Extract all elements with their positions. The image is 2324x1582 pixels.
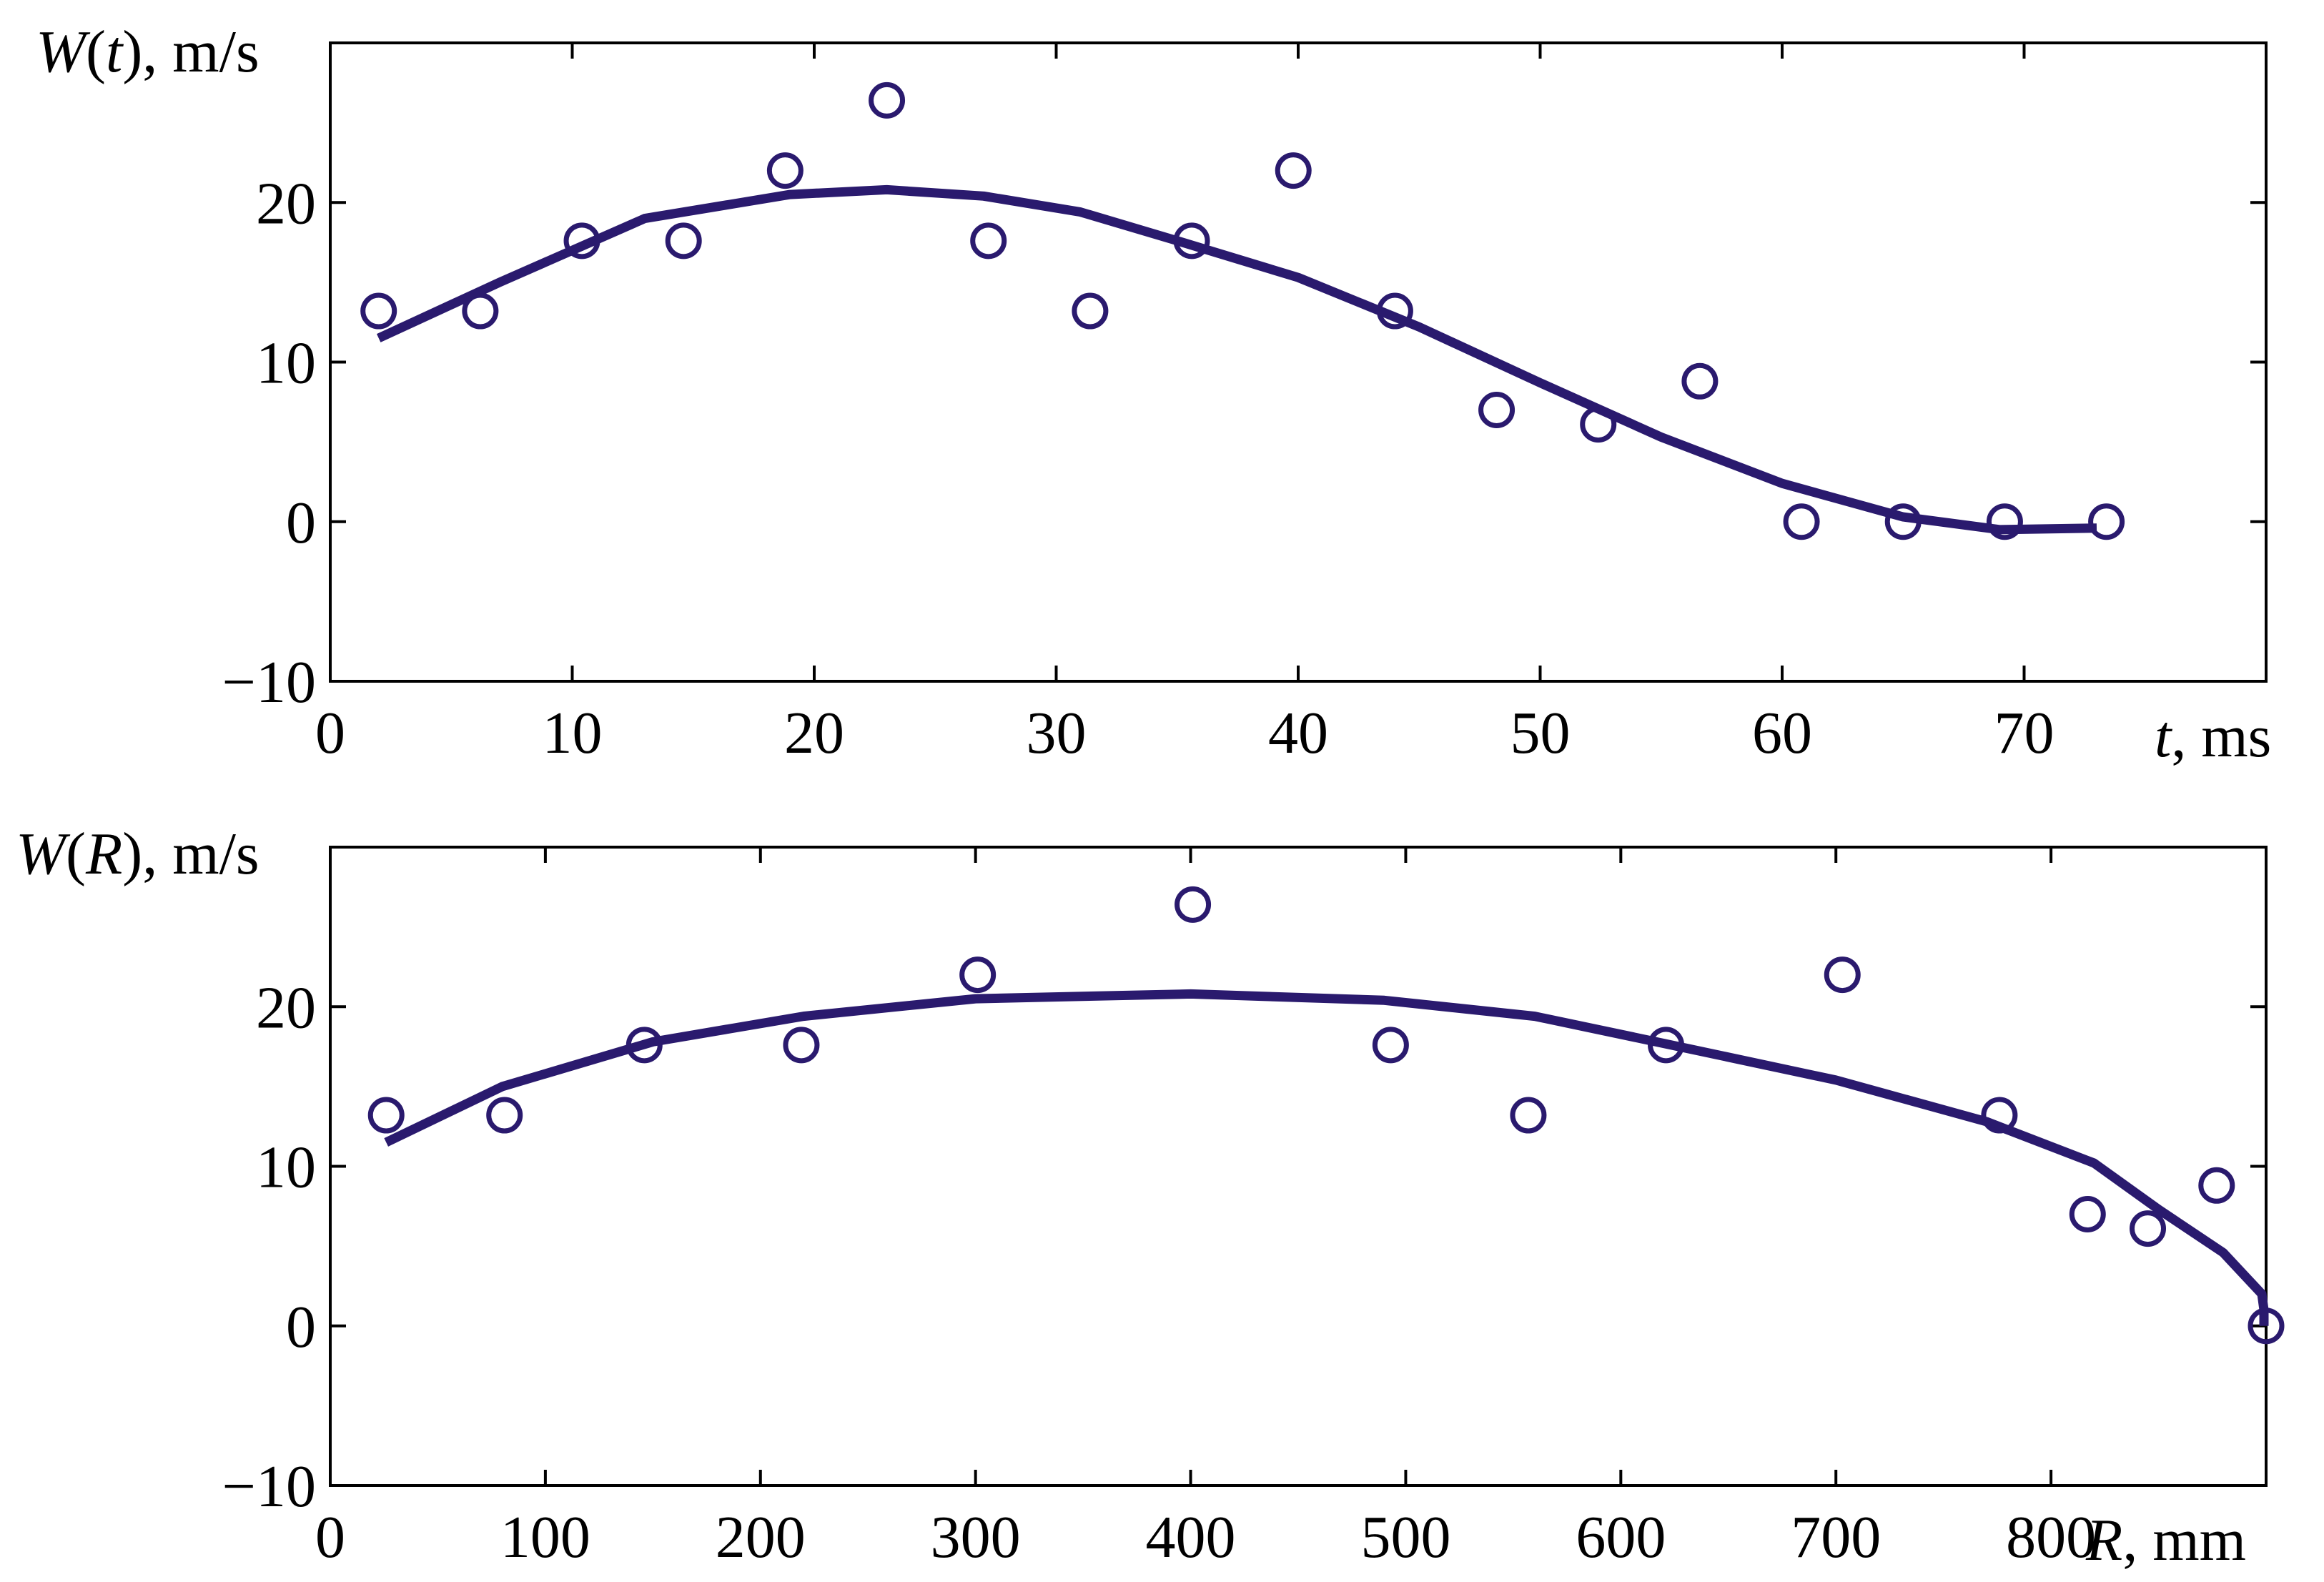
x-tick-label: 0 bbox=[315, 700, 345, 766]
y-tick-label: −10 bbox=[222, 649, 316, 716]
x-tick-label: 60 bbox=[1752, 700, 1812, 766]
y-tick-label: 10 bbox=[256, 1134, 316, 1201]
data-point bbox=[1986, 503, 2023, 540]
x-ticks-bottom: 0 100 200 300 400 500 600 700 800 bbox=[315, 847, 2096, 1571]
fit-curve bbox=[384, 989, 2269, 1326]
data-point bbox=[563, 222, 600, 259]
x-tick-label: 100 bbox=[500, 1504, 590, 1571]
data-point bbox=[1884, 503, 1922, 540]
data-point bbox=[367, 1097, 405, 1134]
data-point bbox=[766, 152, 803, 189]
plot-frame-top bbox=[329, 41, 2268, 683]
data-point bbox=[1783, 503, 1820, 540]
series-line-top bbox=[376, 184, 2097, 535]
data-point bbox=[959, 956, 997, 994]
x-tick-label: 30 bbox=[1027, 700, 1087, 766]
data-point bbox=[2248, 1307, 2285, 1345]
x-tick-label: 20 bbox=[784, 700, 844, 766]
x-tick-label: 70 bbox=[1994, 700, 2054, 766]
data-point bbox=[2088, 503, 2125, 540]
data-point bbox=[1175, 886, 1212, 923]
x-tick-label: 300 bbox=[931, 1504, 1021, 1571]
y-ticks-bottom: −10 0 10 20 bbox=[222, 974, 2266, 1520]
data-point bbox=[1580, 406, 1617, 443]
data-point bbox=[783, 1027, 820, 1064]
data-point bbox=[1824, 956, 1861, 994]
data-point bbox=[1681, 362, 1719, 400]
data-point bbox=[869, 81, 906, 119]
plot-frame-bottom bbox=[329, 846, 2268, 1487]
x-tick-label: 500 bbox=[1360, 1504, 1450, 1571]
data-point bbox=[2198, 1167, 2235, 1204]
data-point bbox=[1478, 391, 1515, 428]
data-point bbox=[1981, 1097, 2018, 1134]
data-point bbox=[2069, 1195, 2106, 1232]
x-tick-label: 0 bbox=[315, 1504, 345, 1571]
data-point bbox=[1648, 1027, 1685, 1064]
y-tick-label: 0 bbox=[286, 490, 316, 556]
x-axis-label-bottom: R, mm bbox=[2085, 1507, 2246, 1573]
x-axis-label-top: t, ms bbox=[2155, 703, 2271, 770]
data-point bbox=[625, 1027, 663, 1064]
x-tick-label: 50 bbox=[1510, 700, 1571, 766]
data-point bbox=[1376, 292, 1413, 330]
data-point bbox=[1275, 152, 1312, 189]
x-tick-label: 700 bbox=[1791, 1504, 1881, 1571]
data-point bbox=[462, 292, 499, 330]
y-tick-label: 0 bbox=[286, 1294, 316, 1360]
data-point bbox=[2130, 1210, 2167, 1247]
x-tick-label: 40 bbox=[1268, 700, 1328, 766]
x-ticks-top: 0 10 20 30 40 50 60 70 bbox=[315, 43, 2054, 766]
data-point bbox=[486, 1097, 523, 1134]
y-axis-label-bottom: W(R), m/s bbox=[16, 821, 259, 887]
x-tick-label: 400 bbox=[1146, 1504, 1236, 1571]
data-point bbox=[1173, 222, 1210, 259]
y-tick-label: 20 bbox=[256, 974, 316, 1041]
y-axis-label-top: W(t), m/s bbox=[36, 19, 259, 85]
data-point bbox=[1372, 1027, 1409, 1064]
y-tick-label: 20 bbox=[256, 170, 316, 237]
fit-curve bbox=[376, 184, 2097, 535]
data-point bbox=[1510, 1097, 1547, 1134]
x-tick-label: 10 bbox=[543, 700, 603, 766]
x-tick-label: 600 bbox=[1576, 1504, 1666, 1571]
y-tick-label: 10 bbox=[256, 330, 316, 397]
y-tick-label: −10 bbox=[222, 1453, 316, 1520]
y-ticks-top: −10 0 10 20 bbox=[222, 170, 2266, 716]
data-point bbox=[360, 292, 397, 330]
x-tick-label: 800 bbox=[2006, 1504, 2096, 1571]
series-points-bottom bbox=[367, 886, 2285, 1345]
data-point bbox=[1072, 292, 1109, 330]
series-line-bottom bbox=[384, 989, 2269, 1326]
x-tick-label: 200 bbox=[716, 1504, 806, 1571]
data-point bbox=[665, 222, 702, 259]
data-point bbox=[970, 222, 1007, 259]
series-points-top bbox=[360, 81, 2125, 540]
